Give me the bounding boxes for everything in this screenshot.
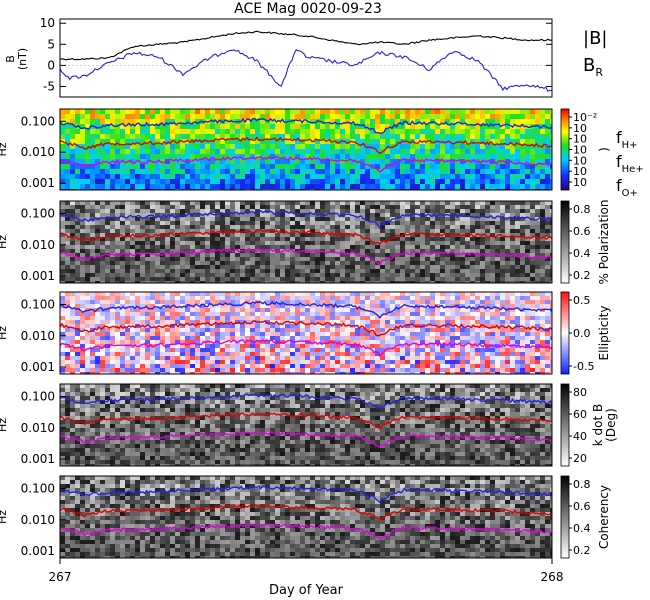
series-line-f-he (59, 320, 553, 337)
series-line-f-o (59, 430, 553, 449)
panel-kdotb: 0.100 0.010 0.001 Hz 80 60 40 20 k dot B (Deg) (0, 383, 618, 467)
legend-entry: |B| (583, 28, 607, 49)
y-axis-label: B (4, 55, 17, 63)
x-tick-label: 268 (541, 570, 564, 584)
x-tick-label: 267 (49, 570, 72, 584)
panel-frame (59, 108, 553, 191)
colorbar-tick-label: 10 (573, 154, 587, 167)
y-tick-label: 5 (47, 37, 55, 51)
colorbar (560, 291, 570, 375)
panel-coherency: 0.100 0.010 0.001 Hz 0.8 0.6 0.4 0.2 Coherency (0, 475, 611, 559)
colorbar (560, 200, 570, 284)
y-axis-label: Hz (0, 418, 9, 432)
colorbar-label: Ellipticity (597, 306, 611, 361)
y-tick-label: 0.001 (21, 360, 55, 374)
colorbar-tick-label: 20 (573, 452, 587, 465)
series-line-b-total (59, 30, 553, 61)
colorbar-label: k dot B (591, 404, 605, 446)
colorbar-tick-label: 60 (573, 408, 587, 421)
y-tick-label: 0.001 (21, 176, 55, 190)
figure-title: ACE Mag 0020-09-23 (234, 1, 382, 17)
y-tick-label: 10 (40, 16, 55, 30)
series-line-f-h (59, 117, 553, 134)
y-tick-label: 0.100 (21, 206, 55, 220)
colorbar-tick-label: 0.5 (573, 294, 591, 307)
y-axis-label: Hz (0, 326, 9, 340)
series-line-f-o (59, 522, 553, 540)
series-line-f-o (59, 247, 553, 267)
y-tick-label: 0.100 (21, 389, 55, 403)
colorbar-tick-label: 10 (573, 165, 587, 178)
panel-frame (59, 383, 553, 467)
colorbar-tick-label: 10 (573, 122, 587, 135)
series-line-f-he (59, 504, 553, 520)
series-line-f-he (59, 412, 553, 430)
colorbar-tick-label: 10 (573, 176, 587, 189)
y-tick-label: 0.001 (21, 269, 55, 283)
y-tick-label: -5 (43, 79, 55, 93)
panel-frame (59, 200, 553, 284)
y-tick-label: 0.010 (21, 329, 55, 343)
colorbar-tick-label: 0.2 (573, 544, 591, 557)
y-tick-label: 0 (47, 58, 55, 72)
colorbar-tick-label: 40 (573, 430, 587, 443)
colorbar-tick-label: 10 (573, 133, 587, 146)
y-tick-label: 0.010 (21, 421, 55, 435)
colorbar-tick-label: 0.2 (573, 269, 591, 282)
panel-polarization: 0.100 0.010 0.001 Hz 0.8 0.6 0.4 0.2 % Polarizat… (0, 200, 611, 285)
series-line-f-h (59, 300, 553, 319)
y-tick-label: 0.100 (21, 114, 55, 128)
y-axis-label-unit: (nT) (16, 48, 29, 70)
panel-power: 0.1000.0100.001Hz10⁻²101010101010)fH+fHe… (0, 108, 644, 199)
colorbar-label: Coherency (597, 485, 611, 549)
colorbar-tick-label: 0.0 (573, 327, 591, 340)
series-line-f-he (59, 228, 553, 246)
colorbar-label: ) (597, 147, 611, 152)
series-line-b-r (59, 49, 553, 93)
y-tick-label: 0.100 (21, 481, 55, 495)
colorbar-tick-label: 10 (573, 144, 587, 157)
y-axis-label: Hz (0, 235, 9, 249)
panel-frame (59, 475, 553, 559)
colorbar (560, 383, 570, 467)
colorbar-tick-label: 0.8 (573, 478, 591, 491)
colorbar-tick-label: 0.4 (573, 522, 591, 535)
y-tick-label: 0.001 (21, 544, 55, 558)
panel-frame (59, 18, 553, 98)
series-line-f-h (59, 392, 553, 410)
y-tick-label: 0.010 (21, 145, 55, 159)
series-line-f-h (59, 485, 553, 504)
y-tick-label: 0.100 (21, 297, 55, 311)
series-line-f-o (59, 338, 553, 357)
y-tick-label: 0.001 (21, 452, 55, 466)
colorbar-tick-label: 10⁻² (573, 111, 597, 124)
panel-mag: 10 5 0 -5 B (nT) |B| BR (4, 16, 607, 98)
y-axis-label: Hz (0, 142, 9, 156)
panel-frame (59, 291, 553, 375)
legend-entry: fHe+ (616, 152, 644, 175)
colorbar (560, 475, 570, 559)
colorbar (560, 108, 570, 191)
series-line-f-h (59, 209, 553, 229)
y-axis-label: Hz (0, 510, 9, 524)
colorbar-tick-label: 0.6 (573, 225, 591, 238)
x-axis-label: Day of Year (269, 583, 344, 598)
legend-entry: fO+ (616, 176, 638, 199)
colorbar-tick-label: 80 (573, 386, 587, 399)
colorbar-label: (Deg) (604, 408, 618, 442)
y-tick-label: 0.010 (21, 513, 55, 527)
colorbar-tick-label: 0.8 (573, 203, 591, 216)
y-tick-label: 0.010 (21, 238, 55, 252)
colorbar-tick-label: 0.6 (573, 500, 591, 513)
colorbar-tick-label: 0.4 (573, 247, 591, 260)
legend-entry: BR (583, 55, 603, 79)
colorbar-tick-label: -0.5 (573, 360, 594, 373)
legend-entry: fH+ (616, 128, 638, 151)
colorbar-label: % Polarization (597, 200, 611, 285)
series-line-f-he (59, 136, 553, 155)
series-line-f-o (59, 155, 553, 173)
